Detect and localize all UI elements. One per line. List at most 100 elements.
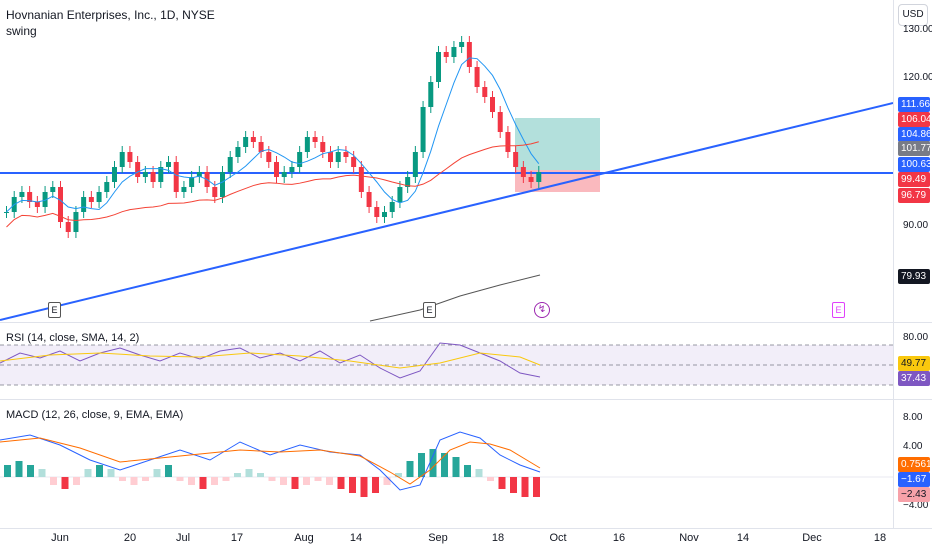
candle <box>312 137 318 142</box>
candle <box>150 172 156 182</box>
macd-histogram-bar <box>96 465 103 477</box>
earnings-marker[interactable]: E <box>832 302 845 318</box>
macd-title: MACD (12, 26, close, 9, EMA, EMA) <box>6 409 184 421</box>
candle <box>505 132 511 152</box>
candle <box>490 97 495 112</box>
time-tick: Sep <box>428 532 448 544</box>
macd-histogram-bar <box>326 477 333 485</box>
macd-histogram-bar <box>4 465 11 477</box>
candle <box>382 212 387 217</box>
candle <box>374 207 380 217</box>
macd-histogram-bar <box>533 477 540 497</box>
rsi-title: RSI (14, close, SMA, 14, 2) <box>6 332 140 344</box>
time-tick: Jul <box>175 532 191 544</box>
candle <box>358 167 364 192</box>
candle <box>405 177 411 187</box>
candle <box>412 152 418 177</box>
candle <box>366 192 372 207</box>
candle <box>443 52 449 57</box>
macd-chart[interactable] <box>0 400 893 528</box>
macd-histogram-bar <box>441 453 448 477</box>
macd-histogram-bar <box>257 473 264 477</box>
price-badge: 111.66 <box>898 97 930 112</box>
rsi-tick: 80.00 <box>903 332 929 343</box>
candle <box>27 192 33 202</box>
candle <box>397 187 403 202</box>
candle <box>520 167 526 177</box>
macd-histogram-bar <box>475 469 483 477</box>
candle <box>81 197 87 212</box>
indicator-label: swing <box>6 24 37 38</box>
candle <box>281 172 287 177</box>
candle <box>135 162 141 177</box>
candle <box>497 112 503 132</box>
price-badge: 100.63 <box>898 157 932 172</box>
pane-separator[interactable] <box>0 399 932 400</box>
candle <box>142 172 148 177</box>
time-tick: 16 <box>612 532 626 544</box>
macd-histogram-bar <box>73 477 80 485</box>
candle <box>196 172 202 177</box>
candle <box>459 42 465 47</box>
pane-separator[interactable] <box>0 322 932 323</box>
candle <box>304 137 310 152</box>
macd-histogram-bar <box>234 473 241 477</box>
candle <box>513 152 519 167</box>
candle <box>536 172 542 182</box>
candle <box>243 137 249 147</box>
dividend-icon[interactable]: ↯ <box>534 302 550 318</box>
time-tick: Oct <box>549 532 567 544</box>
price-badge: 99.49 <box>898 172 930 187</box>
macd-badge: −1.67 <box>898 472 930 487</box>
macd-histogram-bar <box>464 465 471 477</box>
candle <box>58 187 63 222</box>
macd-histogram-bar <box>395 473 402 477</box>
candle <box>112 167 117 182</box>
price-axis[interactable] <box>893 0 932 528</box>
chart-title: Hovnanian Enterprises, Inc., 1D, NYSE <box>6 8 215 22</box>
macd-histogram-bar <box>84 469 92 477</box>
candle <box>173 162 179 192</box>
price-chart[interactable] <box>0 0 893 322</box>
candle <box>189 177 195 187</box>
candle <box>212 187 218 197</box>
candle <box>428 82 434 107</box>
price-tick: 120.00 <box>903 72 932 83</box>
candle <box>65 222 71 232</box>
time-tick: 20 <box>123 532 137 544</box>
price-badge: 106.04 <box>898 112 932 127</box>
macd-histogram-bar <box>280 477 287 485</box>
macd-histogram-bar <box>119 477 126 481</box>
candle <box>274 162 279 177</box>
price-badge: 96.79 <box>898 188 930 203</box>
candle <box>166 162 171 167</box>
candle <box>335 152 341 162</box>
candle <box>389 202 395 212</box>
candle <box>127 152 133 162</box>
currency-button[interactable]: USD <box>898 4 928 26</box>
macd-histogram-bar <box>303 477 310 485</box>
candle <box>73 212 79 232</box>
macd-histogram-bar <box>360 477 368 497</box>
macd-histogram-bar <box>372 477 379 493</box>
earnings-marker[interactable]: E <box>423 302 436 318</box>
macd-histogram-bar <box>510 477 517 493</box>
macd-histogram-bar <box>521 477 529 497</box>
candle <box>297 152 303 167</box>
ma-long <box>369 274 541 322</box>
macd-histogram-bar <box>165 465 172 477</box>
time-tick: 17 <box>230 532 244 544</box>
macd-histogram-bar <box>15 461 23 477</box>
trend-line <box>0 102 893 321</box>
candle <box>34 202 40 207</box>
time-tick: 18 <box>491 532 505 544</box>
earnings-marker[interactable]: E <box>48 302 61 318</box>
candle <box>220 172 225 197</box>
price-badge: 104.86 <box>898 127 932 142</box>
price-tick: 90.00 <box>903 220 929 231</box>
candle <box>482 87 488 97</box>
macd-histogram-bar <box>268 477 276 481</box>
macd-histogram-bar <box>142 477 149 481</box>
rsi-chart[interactable] <box>0 323 893 399</box>
macd-histogram-bar <box>211 477 218 485</box>
